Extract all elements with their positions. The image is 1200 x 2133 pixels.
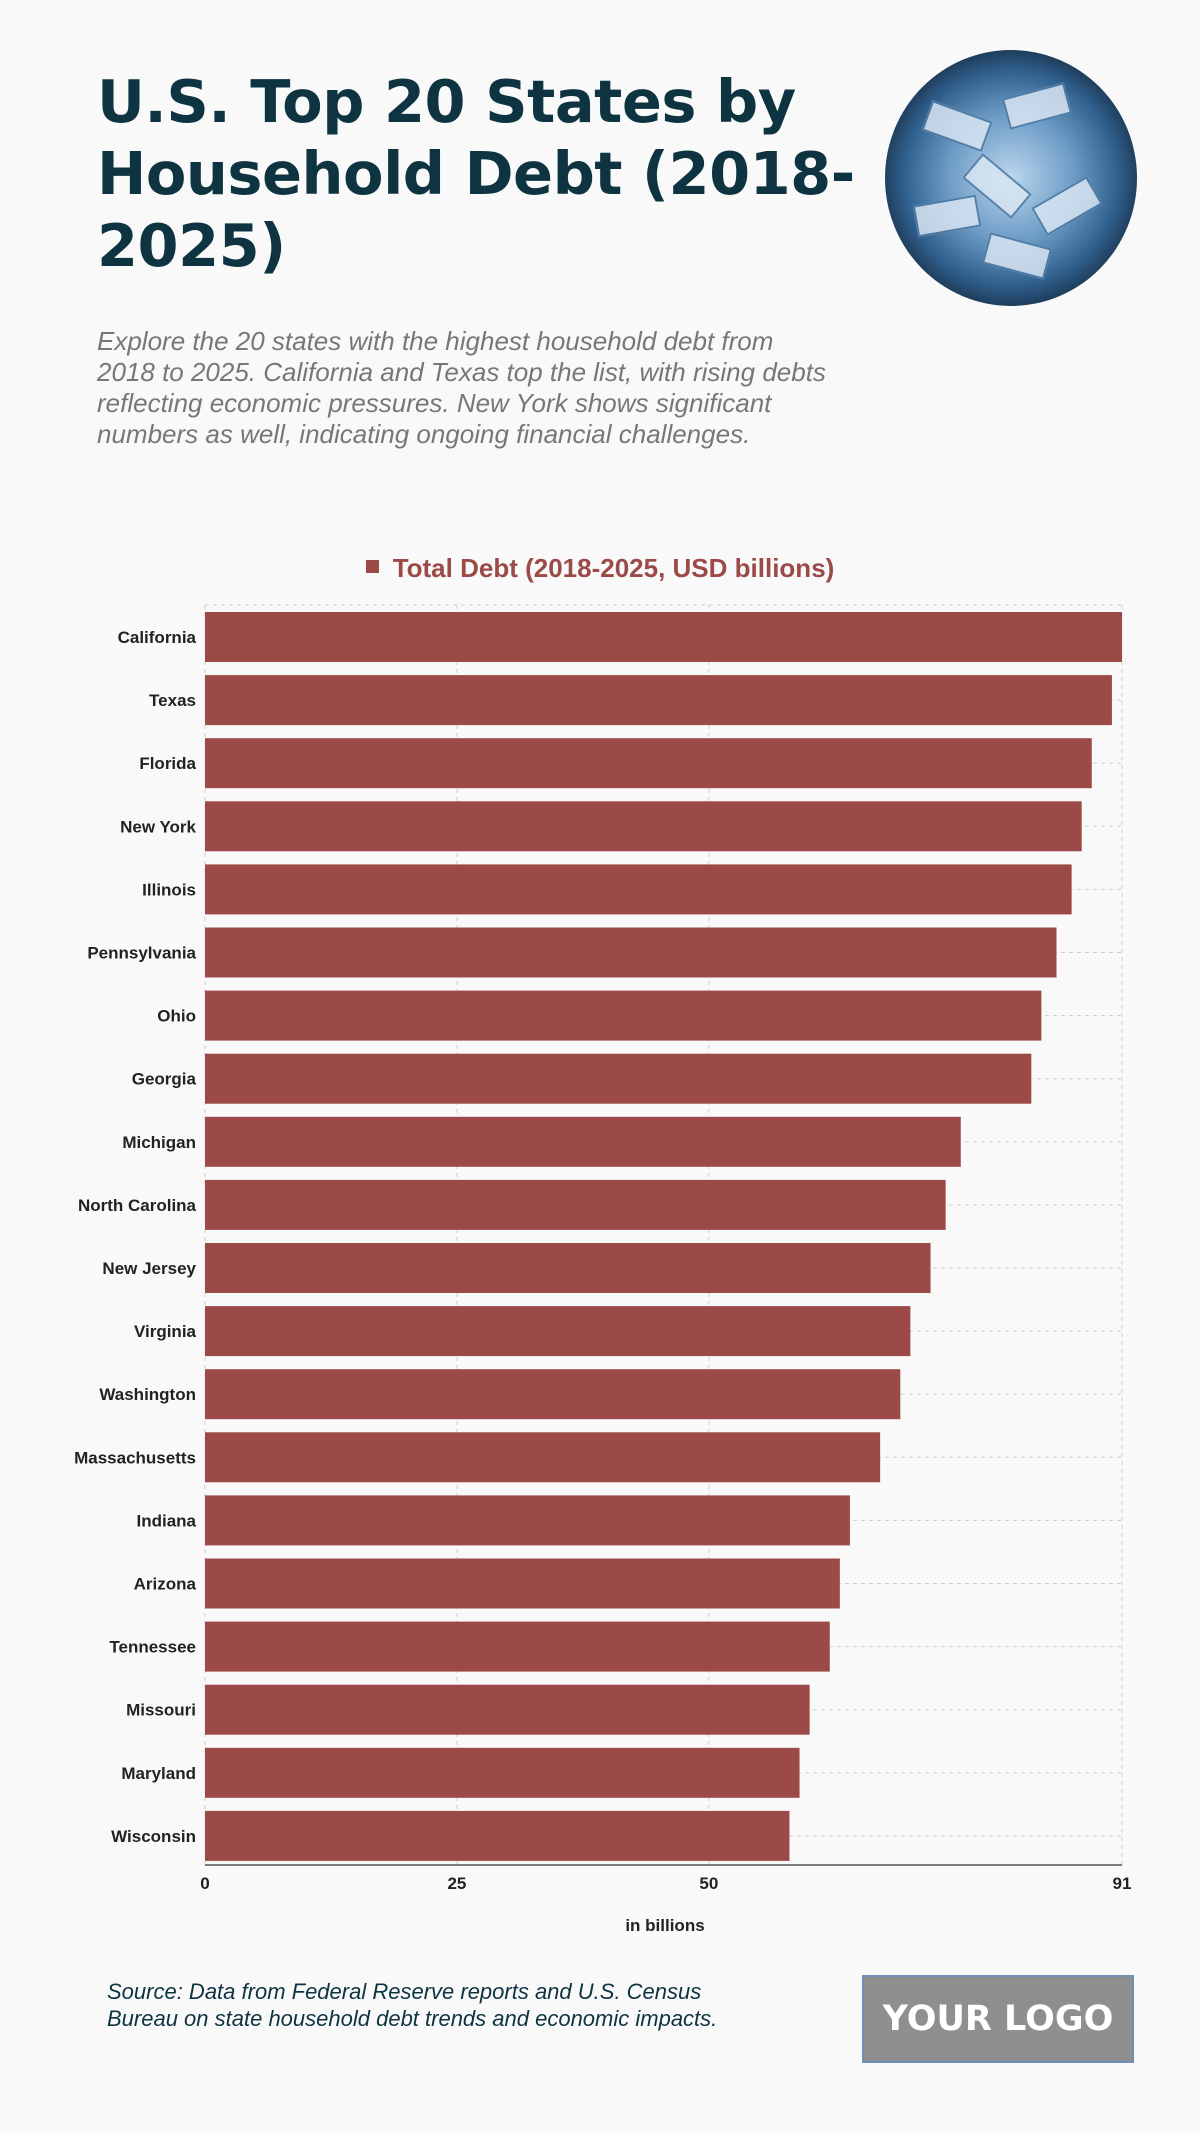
x-tick-label: 25 bbox=[447, 1874, 466, 1893]
y-tick-label: Washington bbox=[99, 1385, 196, 1404]
y-tick-label: Illinois bbox=[142, 880, 196, 899]
bar bbox=[205, 1432, 881, 1483]
y-tick-label: New Jersey bbox=[102, 1259, 196, 1278]
y-tick-label: Maryland bbox=[121, 1764, 196, 1783]
y-tick-label: Michigan bbox=[122, 1133, 196, 1152]
y-tick-label: New York bbox=[120, 817, 196, 836]
bar-chart: 0 25 50 91 California Texas Florida New York Ill… bbox=[74, 604, 1132, 1893]
y-tick-label: Arizona bbox=[134, 1575, 197, 1594]
bar bbox=[205, 1179, 946, 1230]
legend-label: Total Debt (2018-2025, USD billions) bbox=[392, 553, 835, 583]
y-tick-label: Texas bbox=[149, 691, 196, 710]
x-axis-label: in billions bbox=[625, 1916, 705, 1935]
x-tick-label: 50 bbox=[699, 1874, 718, 1893]
bar bbox=[205, 1243, 931, 1293]
y-tick-label: Georgia bbox=[132, 1070, 197, 1089]
bar bbox=[205, 1369, 901, 1420]
y-tick-label: Pennsylvania bbox=[87, 944, 196, 963]
y-tick-label: Ohio bbox=[157, 1007, 196, 1026]
bar bbox=[205, 675, 1112, 726]
money-photo bbox=[885, 50, 1137, 306]
bar bbox=[205, 612, 1122, 662]
y-tick-label: California bbox=[118, 628, 197, 647]
bar bbox=[205, 1621, 830, 1672]
bar bbox=[205, 1306, 911, 1357]
bar bbox=[205, 1495, 850, 1546]
logo-placeholder: YOUR LOGO bbox=[862, 1975, 1134, 2063]
bar bbox=[205, 801, 1082, 852]
bar bbox=[205, 1558, 840, 1609]
bar bbox=[205, 1053, 1032, 1104]
bar bbox=[205, 927, 1057, 978]
source-note: Source: Data from Federal Reserve report… bbox=[107, 1979, 718, 2031]
y-tick-label: Indiana bbox=[136, 1511, 196, 1530]
description: Explore the 20 states with the highest h… bbox=[97, 326, 826, 449]
bar bbox=[205, 738, 1092, 789]
x-tick-label: 0 bbox=[200, 1874, 209, 1893]
legend: Total Debt (2018-2025, USD billions) bbox=[0, 553, 1200, 584]
y-tick-label: Virginia bbox=[134, 1322, 197, 1341]
y-tick-label: Tennessee bbox=[109, 1638, 196, 1657]
y-tick-label: North Carolina bbox=[78, 1196, 197, 1215]
bar bbox=[205, 1810, 790, 1861]
bar bbox=[205, 990, 1042, 1041]
bar bbox=[205, 864, 1072, 915]
y-tick-label: Florida bbox=[139, 754, 196, 773]
x-tick-label: 91 bbox=[1113, 1874, 1132, 1893]
bar bbox=[205, 1747, 800, 1798]
y-tick-label: Wisconsin bbox=[111, 1827, 196, 1846]
bar bbox=[205, 1116, 961, 1167]
legend-swatch bbox=[365, 560, 379, 573]
page-title: U.S. Top 20 States by Household Debt (20… bbox=[97, 67, 855, 280]
y-tick-label: Massachusetts bbox=[74, 1448, 196, 1467]
bar bbox=[205, 1684, 810, 1735]
y-tick-label: Missouri bbox=[126, 1701, 196, 1720]
